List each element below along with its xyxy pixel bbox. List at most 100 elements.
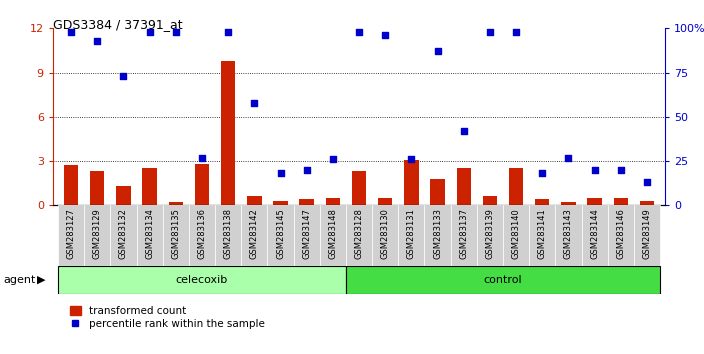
- Text: GSM283128: GSM283128: [355, 208, 363, 259]
- FancyBboxPatch shape: [84, 205, 111, 266]
- Point: [327, 156, 339, 162]
- Text: GSM283140: GSM283140: [512, 208, 520, 259]
- Point: [432, 48, 444, 54]
- Text: GSM283138: GSM283138: [224, 208, 232, 259]
- Text: ▶: ▶: [37, 275, 45, 285]
- Bar: [116, 186, 131, 205]
- Bar: [509, 169, 523, 205]
- Bar: [58, 266, 346, 294]
- Bar: [142, 169, 157, 205]
- Point: [65, 29, 77, 35]
- Bar: [640, 201, 654, 205]
- Bar: [614, 198, 628, 205]
- Bar: [587, 198, 602, 205]
- FancyBboxPatch shape: [346, 205, 372, 266]
- Point: [170, 29, 182, 35]
- Text: GSM283130: GSM283130: [381, 208, 390, 259]
- Text: GSM283131: GSM283131: [407, 208, 416, 259]
- Point: [458, 128, 470, 134]
- FancyBboxPatch shape: [582, 205, 608, 266]
- FancyBboxPatch shape: [294, 205, 320, 266]
- FancyBboxPatch shape: [268, 205, 294, 266]
- FancyBboxPatch shape: [425, 205, 451, 266]
- Bar: [326, 198, 340, 205]
- Point: [353, 29, 365, 35]
- FancyBboxPatch shape: [241, 205, 268, 266]
- Point: [589, 167, 601, 173]
- Text: GSM283137: GSM283137: [459, 208, 468, 259]
- Bar: [352, 171, 366, 205]
- Bar: [90, 171, 104, 205]
- Point: [641, 179, 653, 185]
- Text: GSM283141: GSM283141: [538, 208, 547, 259]
- FancyBboxPatch shape: [398, 205, 425, 266]
- Bar: [346, 266, 660, 294]
- Text: GSM283145: GSM283145: [276, 208, 285, 259]
- Text: GSM283127: GSM283127: [67, 208, 75, 259]
- Bar: [378, 198, 392, 205]
- FancyBboxPatch shape: [503, 205, 529, 266]
- Point: [536, 171, 548, 176]
- FancyBboxPatch shape: [320, 205, 346, 266]
- Bar: [456, 169, 471, 205]
- Bar: [247, 196, 262, 205]
- Text: GSM283139: GSM283139: [486, 208, 494, 259]
- Text: GSM283146: GSM283146: [616, 208, 625, 259]
- Bar: [404, 160, 419, 205]
- Text: GDS3384 / 37391_at: GDS3384 / 37391_at: [53, 18, 182, 31]
- FancyBboxPatch shape: [163, 205, 189, 266]
- Text: GSM283147: GSM283147: [302, 208, 311, 259]
- Bar: [535, 199, 549, 205]
- Bar: [195, 164, 209, 205]
- Text: GSM283133: GSM283133: [433, 208, 442, 259]
- Point: [406, 156, 417, 162]
- Point: [92, 38, 103, 44]
- Point: [615, 167, 627, 173]
- Text: control: control: [484, 275, 522, 285]
- FancyBboxPatch shape: [634, 205, 660, 266]
- FancyBboxPatch shape: [189, 205, 215, 266]
- Bar: [273, 201, 288, 205]
- FancyBboxPatch shape: [451, 205, 477, 266]
- Text: GSM283144: GSM283144: [590, 208, 599, 259]
- FancyBboxPatch shape: [555, 205, 582, 266]
- FancyBboxPatch shape: [137, 205, 163, 266]
- Point: [144, 29, 156, 35]
- Point: [562, 155, 574, 160]
- Bar: [430, 179, 445, 205]
- Point: [301, 167, 313, 173]
- Point: [196, 155, 208, 160]
- FancyBboxPatch shape: [608, 205, 634, 266]
- Text: GSM283148: GSM283148: [328, 208, 337, 259]
- Bar: [299, 199, 314, 205]
- Text: GSM283132: GSM283132: [119, 208, 128, 259]
- Text: GSM283149: GSM283149: [643, 208, 651, 259]
- Bar: [561, 202, 576, 205]
- Text: agent: agent: [4, 275, 36, 285]
- Point: [222, 29, 234, 35]
- Text: GSM283143: GSM283143: [564, 208, 573, 259]
- FancyBboxPatch shape: [58, 205, 84, 266]
- Bar: [64, 166, 78, 205]
- Bar: [221, 61, 235, 205]
- Text: GSM283129: GSM283129: [93, 208, 102, 259]
- Text: GSM283135: GSM283135: [171, 208, 180, 259]
- FancyBboxPatch shape: [215, 205, 241, 266]
- Point: [510, 29, 522, 35]
- Point: [118, 73, 129, 79]
- FancyBboxPatch shape: [372, 205, 398, 266]
- Point: [379, 33, 391, 38]
- Point: [484, 29, 496, 35]
- FancyBboxPatch shape: [111, 205, 137, 266]
- Text: celecoxib: celecoxib: [176, 275, 228, 285]
- Bar: [169, 202, 183, 205]
- FancyBboxPatch shape: [529, 205, 555, 266]
- Text: GSM283136: GSM283136: [198, 208, 206, 259]
- Text: GSM283142: GSM283142: [250, 208, 259, 259]
- Legend: transformed count, percentile rank within the sample: transformed count, percentile rank withi…: [70, 306, 265, 329]
- FancyBboxPatch shape: [477, 205, 503, 266]
- Text: GSM283134: GSM283134: [145, 208, 154, 259]
- Bar: [483, 196, 497, 205]
- Point: [249, 100, 260, 105]
- Point: [275, 171, 286, 176]
